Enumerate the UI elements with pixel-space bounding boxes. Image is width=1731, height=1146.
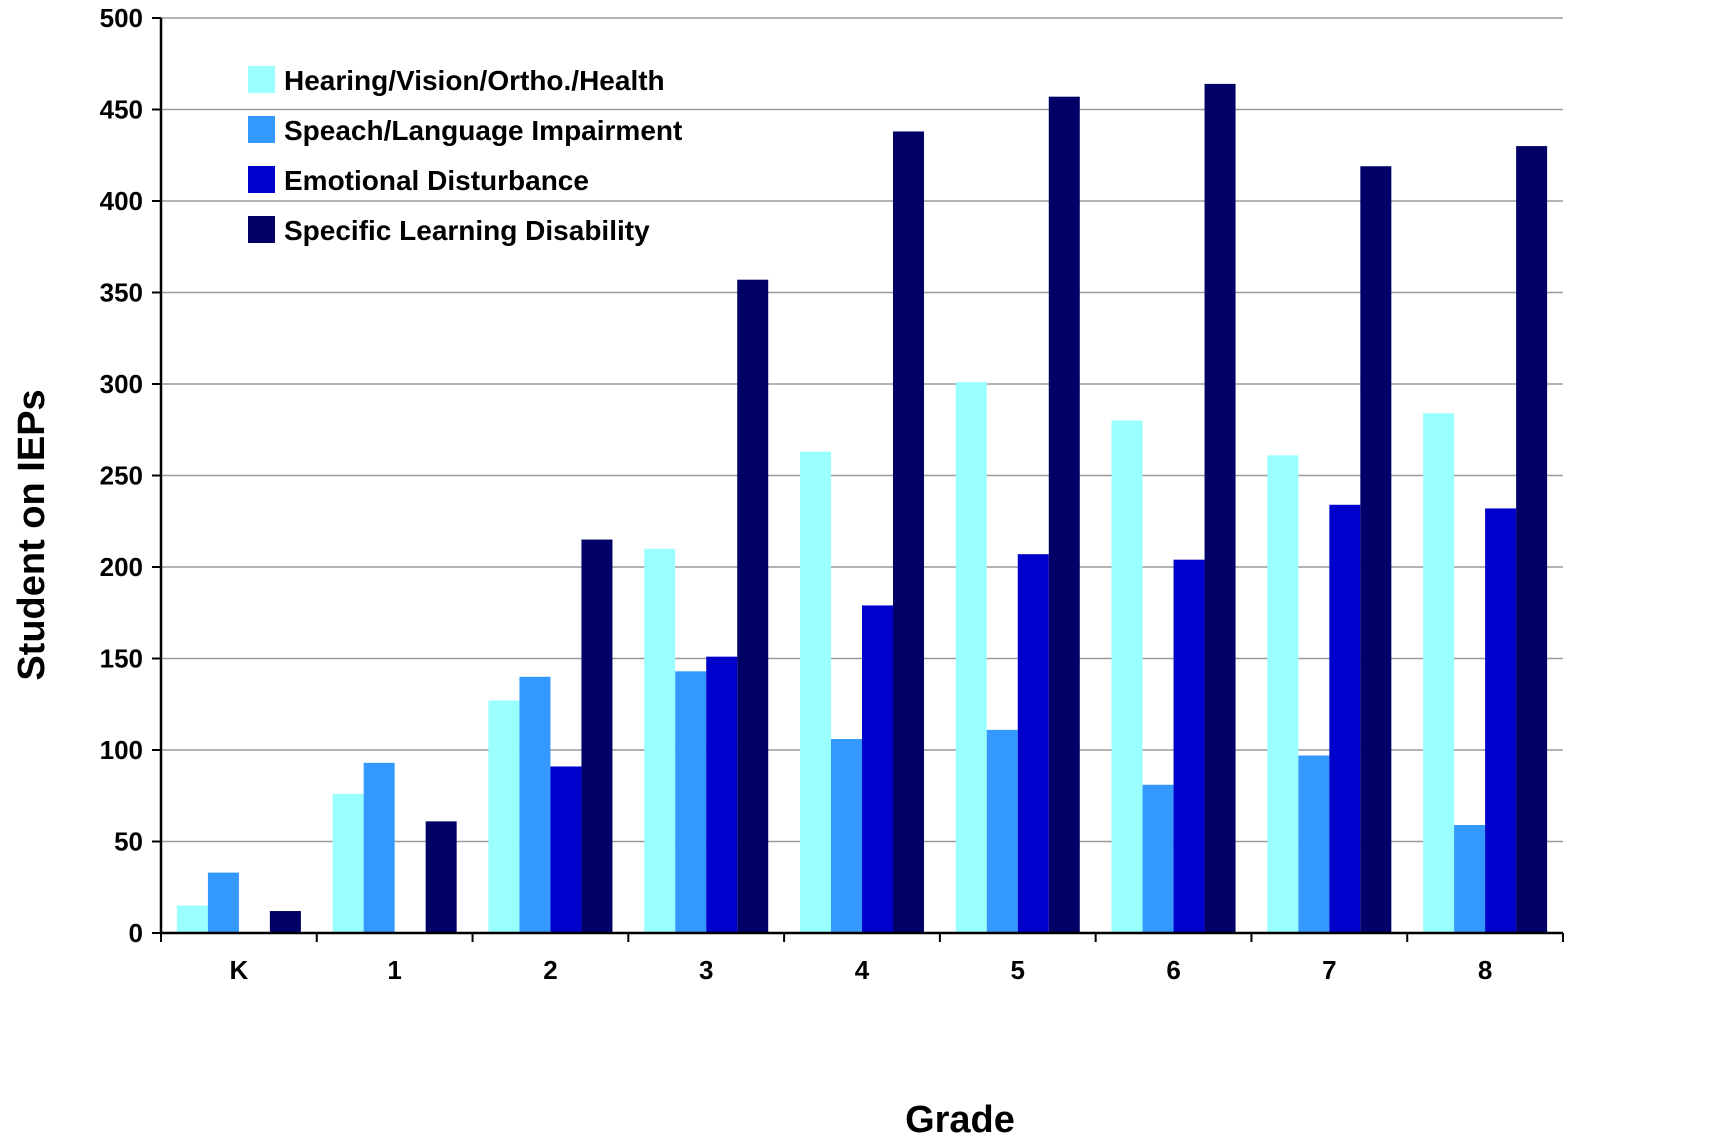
y-tick-label: 450 (100, 95, 143, 125)
bar (800, 451, 831, 933)
bar (1267, 455, 1299, 933)
gridlines (161, 17, 1563, 843)
bar (519, 676, 551, 933)
y-tick-label: 250 (100, 461, 143, 491)
y-tick-label: 400 (100, 186, 143, 216)
y-tick-label: 200 (100, 552, 143, 582)
x-tick-label: 2 (543, 955, 557, 985)
bar (269, 911, 301, 933)
legend-swatch (248, 66, 275, 93)
y-tick-label: 500 (100, 3, 143, 33)
y-tick-label: 350 (100, 278, 143, 308)
legend-label: Specific Learning Disability (284, 215, 650, 246)
bar (1017, 554, 1049, 933)
bar (1329, 504, 1361, 933)
y-tick-label: 0 (129, 918, 143, 948)
x-tick-label: 6 (1166, 955, 1180, 985)
x-tick-label: 5 (1011, 955, 1025, 985)
bar (831, 739, 862, 933)
bar (1454, 825, 1486, 933)
bar (644, 548, 676, 933)
bar (425, 821, 457, 933)
bar (1485, 508, 1517, 933)
bar (737, 279, 769, 933)
bar (1048, 96, 1080, 933)
bar (176, 905, 208, 933)
bar (1111, 420, 1143, 934)
y-tick-label: 50 (114, 827, 143, 857)
legend-label: Hearing/Vision/Ortho./Health (284, 65, 665, 96)
x-axis-title: Grade (905, 1099, 1015, 1141)
bar (955, 382, 987, 933)
x-tick-label: 8 (1478, 955, 1492, 985)
x-tick-label: 3 (699, 955, 713, 985)
x-tick-label: 7 (1322, 955, 1336, 985)
bar (550, 766, 582, 933)
y-axis-title: Student on IEPs (11, 389, 53, 680)
x-tick-label: K (229, 955, 248, 985)
bar (1360, 166, 1392, 934)
bars (176, 83, 1548, 934)
bar (862, 605, 893, 933)
bar (1142, 784, 1174, 933)
x-tick-label: 1 (387, 955, 401, 985)
bar (706, 656, 738, 933)
bar (332, 793, 364, 933)
bar (1423, 413, 1455, 933)
bar (1204, 83, 1236, 933)
y-tick-label: 100 (100, 735, 143, 765)
bar (1173, 559, 1205, 933)
axes (152, 17, 1564, 942)
legend-swatch (248, 216, 275, 243)
y-tick-label: 300 (100, 369, 143, 399)
legend-label: Emotional Disturbance (284, 165, 589, 196)
bar (675, 671, 707, 933)
y-tick-label: 150 (100, 644, 143, 674)
legend-swatch (248, 166, 275, 193)
legend-label: Speach/Language Impairment (284, 115, 682, 146)
legend-swatch (248, 116, 275, 143)
bar (1298, 755, 1330, 933)
legend: Hearing/Vision/Ortho./Health Speach/Langu… (248, 65, 682, 246)
x-tick-label: 4 (855, 955, 870, 985)
bar (363, 762, 395, 933)
tick-labels: 0 50 100 150 200 250 300 350 400 450 500 K 1 2 3 4 5 6 7 8 (100, 3, 1493, 985)
bar (207, 872, 239, 933)
bar (893, 131, 924, 933)
bar (986, 729, 1018, 933)
bar (581, 539, 613, 933)
bar (488, 700, 520, 933)
bar (1516, 146, 1548, 934)
